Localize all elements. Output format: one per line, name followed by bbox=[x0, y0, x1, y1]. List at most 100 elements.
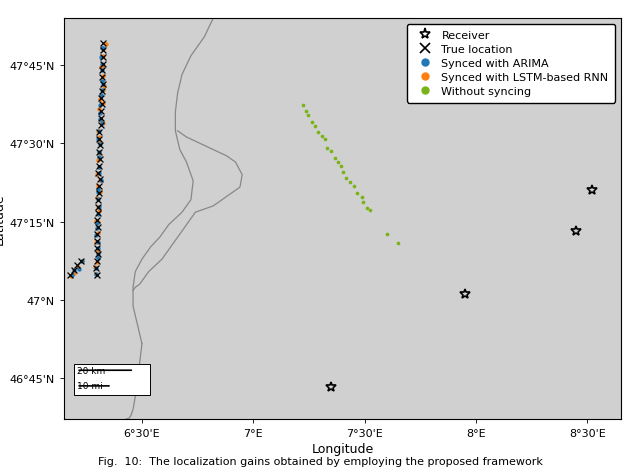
Synced with ARIMA bbox=[97, 78, 108, 86]
Synced with LSTM-based RNN bbox=[98, 73, 108, 81]
Synced with ARIMA bbox=[95, 116, 105, 124]
Without syncing bbox=[336, 162, 346, 170]
Without syncing bbox=[303, 112, 313, 120]
True location bbox=[95, 156, 105, 163]
Synced with ARIMA bbox=[98, 46, 108, 53]
Synced with ARIMA bbox=[96, 54, 106, 61]
True location bbox=[98, 54, 108, 61]
Synced with ARIMA bbox=[93, 186, 103, 193]
Synced with LSTM-based RNN bbox=[100, 41, 111, 49]
Synced with LSTM-based RNN bbox=[97, 47, 108, 54]
True location bbox=[94, 135, 104, 143]
True location bbox=[97, 88, 108, 95]
Synced with ARIMA bbox=[94, 170, 104, 178]
Synced with LSTM-based RNN bbox=[93, 134, 104, 141]
Without syncing bbox=[358, 199, 368, 207]
Text: Fig.  10:  The localization gains obtained by employing the proposed framework: Fig. 10: The localization gains obtained… bbox=[97, 456, 543, 466]
True location bbox=[92, 230, 102, 238]
Synced with LSTM-based RNN bbox=[91, 218, 101, 225]
Synced with LSTM-based RNN bbox=[94, 106, 104, 114]
Synced with ARIMA bbox=[69, 267, 79, 274]
Synced with LSTM-based RNN bbox=[93, 149, 104, 157]
X-axis label: Longitude: Longitude bbox=[311, 442, 374, 455]
Synced with LSTM-based RNN bbox=[93, 182, 103, 190]
Synced with ARIMA bbox=[91, 271, 101, 278]
Y-axis label: Latitude: Latitude bbox=[0, 193, 5, 245]
True location bbox=[65, 271, 76, 279]
Synced with ARIMA bbox=[93, 203, 104, 211]
True location bbox=[98, 81, 108, 89]
Synced with ARIMA bbox=[95, 102, 106, 110]
Without syncing bbox=[316, 133, 326, 140]
Synced with LSTM-based RNN bbox=[93, 218, 103, 226]
Synced with ARIMA bbox=[95, 110, 105, 118]
True location bbox=[95, 108, 106, 116]
Synced with ARIMA bbox=[97, 45, 108, 53]
True location bbox=[92, 197, 102, 204]
Bar bbox=[74, 364, 150, 396]
Without syncing bbox=[341, 175, 351, 182]
Synced with LSTM-based RNN bbox=[72, 264, 83, 271]
Without syncing bbox=[310, 123, 321, 131]
Synced with LSTM-based RNN bbox=[99, 62, 109, 69]
True location bbox=[92, 244, 102, 252]
True location bbox=[92, 238, 102, 245]
True location bbox=[99, 60, 109, 68]
Without syncing bbox=[307, 119, 317, 126]
True location bbox=[96, 95, 106, 102]
Without syncing bbox=[338, 169, 348, 176]
Synced with ARIMA bbox=[92, 137, 102, 144]
Without syncing bbox=[322, 145, 332, 152]
Synced with LSTM-based RNN bbox=[65, 272, 76, 280]
Synced with LSTM-based RNN bbox=[77, 258, 87, 265]
Without syncing bbox=[298, 102, 308, 109]
True location bbox=[93, 163, 104, 170]
Synced with ARIMA bbox=[93, 196, 103, 204]
True location bbox=[97, 74, 107, 82]
Synced with LSTM-based RNN bbox=[92, 171, 102, 178]
Synced with ARIMA bbox=[97, 120, 107, 128]
Without syncing bbox=[319, 136, 330, 144]
Synced with LSTM-based RNN bbox=[90, 270, 100, 278]
Synced with LSTM-based RNN bbox=[95, 139, 105, 146]
Without syncing bbox=[301, 108, 311, 116]
True location bbox=[72, 262, 83, 269]
Without syncing bbox=[312, 129, 323, 136]
Without syncing bbox=[382, 231, 392, 238]
True location bbox=[93, 183, 104, 190]
Synced with ARIMA bbox=[94, 164, 104, 171]
Synced with ARIMA bbox=[95, 141, 105, 149]
True location bbox=[94, 129, 104, 136]
True location bbox=[95, 176, 105, 184]
Synced with LSTM-based RNN bbox=[95, 176, 106, 184]
True location bbox=[92, 217, 102, 225]
Synced with ARIMA bbox=[96, 177, 106, 185]
Synced with LSTM-based RNN bbox=[92, 246, 102, 254]
Synced with LSTM-based RNN bbox=[92, 258, 102, 266]
Synced with LSTM-based RNN bbox=[93, 208, 104, 215]
True location bbox=[69, 267, 79, 274]
Synced with LSTM-based RNN bbox=[99, 83, 109, 91]
Synced with ARIMA bbox=[92, 219, 102, 227]
True location bbox=[95, 142, 105, 150]
Synced with LSTM-based RNN bbox=[95, 189, 105, 197]
Synced with ARIMA bbox=[74, 266, 84, 273]
Synced with LSTM-based RNN bbox=[93, 128, 104, 136]
Text: 10 mi: 10 mi bbox=[77, 382, 103, 391]
True location bbox=[93, 224, 103, 231]
Synced with LSTM-based RNN bbox=[90, 263, 100, 271]
Synced with ARIMA bbox=[92, 254, 102, 262]
True location bbox=[97, 47, 108, 55]
Synced with ARIMA bbox=[93, 245, 103, 252]
Synced with LSTM-based RNN bbox=[69, 269, 79, 277]
Without syncing bbox=[345, 179, 355, 187]
Without syncing bbox=[351, 189, 362, 197]
Synced with LSTM-based RNN bbox=[98, 53, 108, 61]
True location bbox=[91, 265, 101, 272]
True location bbox=[98, 40, 108, 48]
Legend: Receiver, True location, Synced with ARIMA, Synced with LSTM-based RNN, Without : Receiver, True location, Synced with ARI… bbox=[407, 25, 615, 103]
Synced with LSTM-based RNN bbox=[94, 164, 104, 172]
Without syncing bbox=[348, 183, 358, 190]
True location bbox=[97, 68, 107, 75]
True location bbox=[97, 101, 107, 109]
